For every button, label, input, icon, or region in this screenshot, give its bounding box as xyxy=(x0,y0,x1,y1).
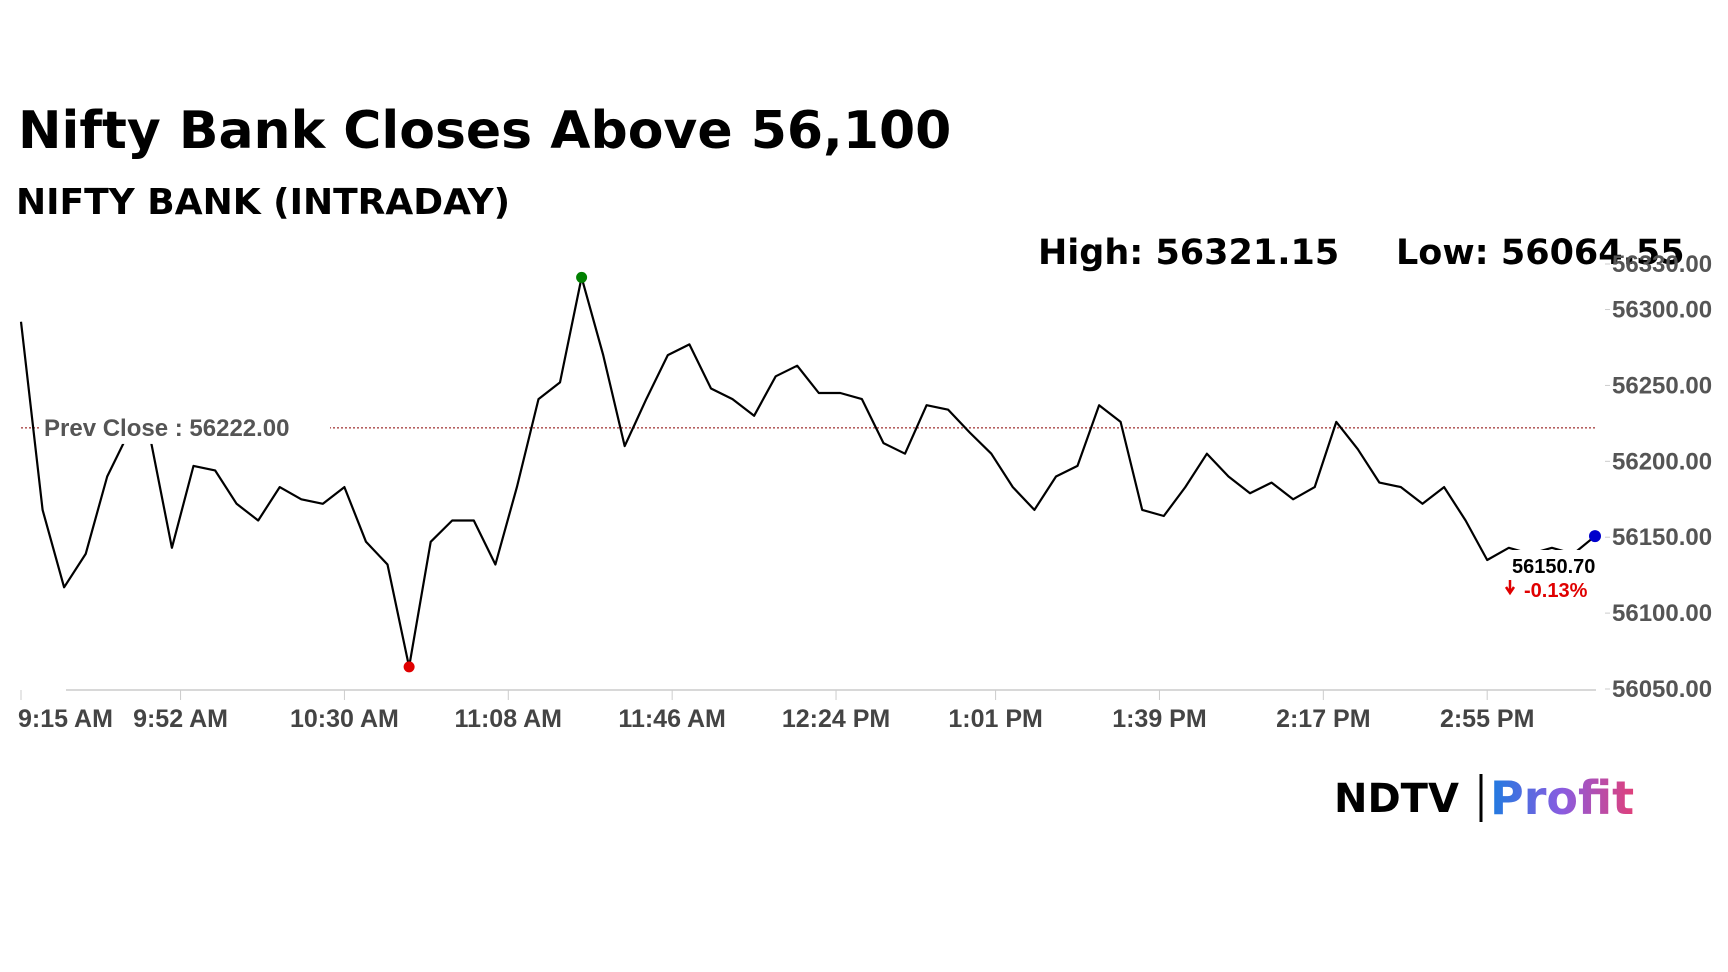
logo: NDTV Profit xyxy=(1334,771,1634,825)
x-tick-label: 12:24 PM xyxy=(782,705,890,733)
chart-subtitle: NIFTY BANK (INTRADAY) xyxy=(16,182,510,223)
y-tick-label: 56050.00 xyxy=(1612,676,1712,703)
x-tick-label: 2:17 PM xyxy=(1276,705,1370,733)
y-tick-label: 56250.00 xyxy=(1612,372,1712,399)
x-tick-label: 10:30 AM xyxy=(290,705,399,733)
x-tick-label: 1:01 PM xyxy=(948,705,1042,733)
x-tick-label: 9:52 AM xyxy=(133,705,228,733)
x-tick-label: 1:39 PM xyxy=(1112,705,1206,733)
chart-title: Nifty Bank Closes Above 56,100 xyxy=(18,101,951,161)
high-marker xyxy=(576,271,588,283)
logo-ndtv: NDTV xyxy=(1334,776,1459,822)
price-line xyxy=(19,276,1596,668)
x-tick-label: 11:46 AM xyxy=(618,705,725,733)
y-tick-label: 56330.00 xyxy=(1612,251,1712,278)
x-tick-label: 9:15 AM xyxy=(18,705,113,733)
logo-profit: Profit xyxy=(1490,771,1634,825)
change-label: -0.13% xyxy=(1524,580,1588,602)
low-text: Low: 56064.55 xyxy=(1396,233,1685,273)
y-tick-label: 56200.00 xyxy=(1612,448,1712,475)
high-text: High: 56321.15 xyxy=(1038,233,1339,273)
prev-close-label-bg xyxy=(40,411,330,444)
y-tick-label: 56300.00 xyxy=(1612,297,1712,324)
close-label: 56150.70 xyxy=(1512,556,1595,578)
prev-close-label: Prev Close : 56222.00 xyxy=(44,415,290,442)
low-marker xyxy=(403,661,415,673)
y-tick-label: 56150.00 xyxy=(1612,524,1712,551)
change-arrow xyxy=(1504,580,1516,596)
close-label-bg xyxy=(1508,550,1608,606)
x-tick-label: 2:55 PM xyxy=(1440,705,1534,733)
y-tick-label: 56100.00 xyxy=(1612,600,1712,627)
x-tick-label: 11:08 AM xyxy=(455,705,562,733)
last-marker xyxy=(1589,530,1601,543)
